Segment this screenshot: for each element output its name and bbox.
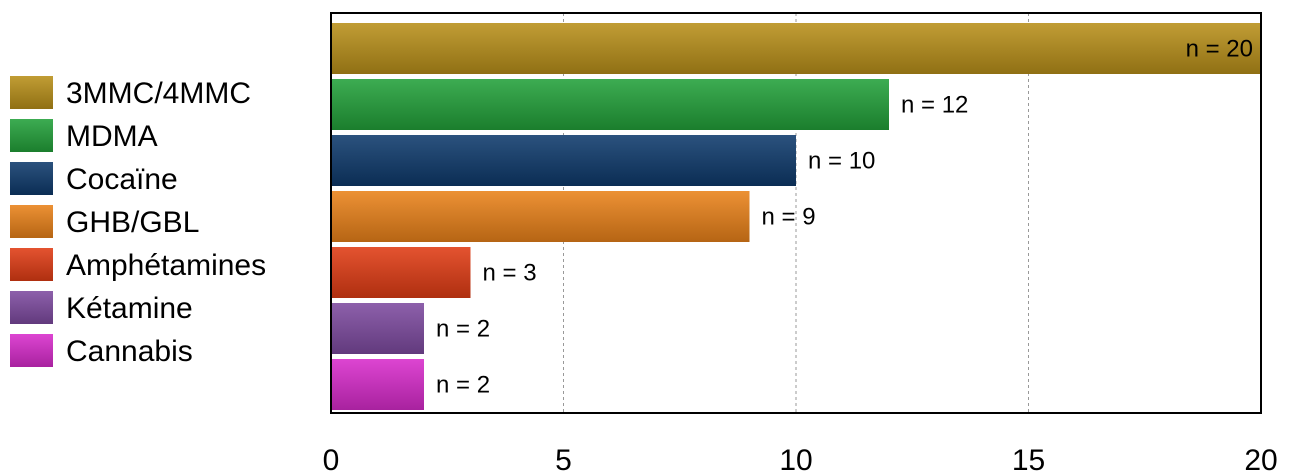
bars: [331, 23, 1261, 410]
legend-label: Amphétamines: [66, 249, 266, 282]
legend-label: MDMA: [66, 120, 158, 153]
legend-label: Cannabis: [66, 335, 193, 368]
x-tick-label: 5: [555, 444, 572, 473]
legend-label: GHB/GBL: [66, 206, 199, 239]
bar-MDMA: [331, 79, 889, 130]
legend-label: 3MMC/4MMC: [66, 77, 251, 110]
data-label: n = 9: [762, 204, 816, 231]
legend-swatch: [10, 119, 53, 152]
x-tick-label: 15: [1012, 444, 1045, 473]
data-label: n = 3: [483, 260, 537, 287]
x-tick-label: 20: [1244, 444, 1277, 473]
data-label: n = 2: [436, 372, 490, 399]
legend-label: Kétamine: [66, 292, 193, 325]
x-tick-label: 0: [323, 444, 340, 473]
bar-Cocaïne: [331, 135, 796, 186]
bar-GHB/GBL: [331, 191, 750, 242]
legend-swatch: [10, 76, 53, 109]
data-label: n = 2: [436, 316, 490, 343]
x-axis-ticks: 0 5 10 15 20: [323, 444, 1278, 473]
data-labels: n = 20 n = 12 n = 10 n = 9 n = 3 n = 2 n = 2: [436, 36, 1253, 399]
x-tick-label: 10: [779, 444, 812, 473]
bar-Amphétamines: [331, 247, 471, 298]
data-label: n = 10: [808, 148, 875, 175]
plot-frame: [330, 12, 1262, 414]
bar-Cannabis: [331, 359, 424, 410]
bar-3MMC/4MMC: [331, 23, 1261, 74]
data-label: n = 12: [901, 92, 968, 119]
legend-swatch: [10, 162, 53, 195]
data-label: n = 20: [1186, 36, 1253, 63]
legend-swatch: [10, 248, 53, 281]
legend-swatch: [10, 334, 53, 367]
bar-Kétamine: [331, 303, 424, 354]
legend-swatch: [10, 205, 53, 238]
legend: 3MMC/4MMC MDMA Cocaïne GHB/GBL Amphétamines K…: [10, 76, 266, 368]
legend-label: Cocaïne: [66, 163, 178, 196]
legend-swatch: [10, 291, 53, 324]
